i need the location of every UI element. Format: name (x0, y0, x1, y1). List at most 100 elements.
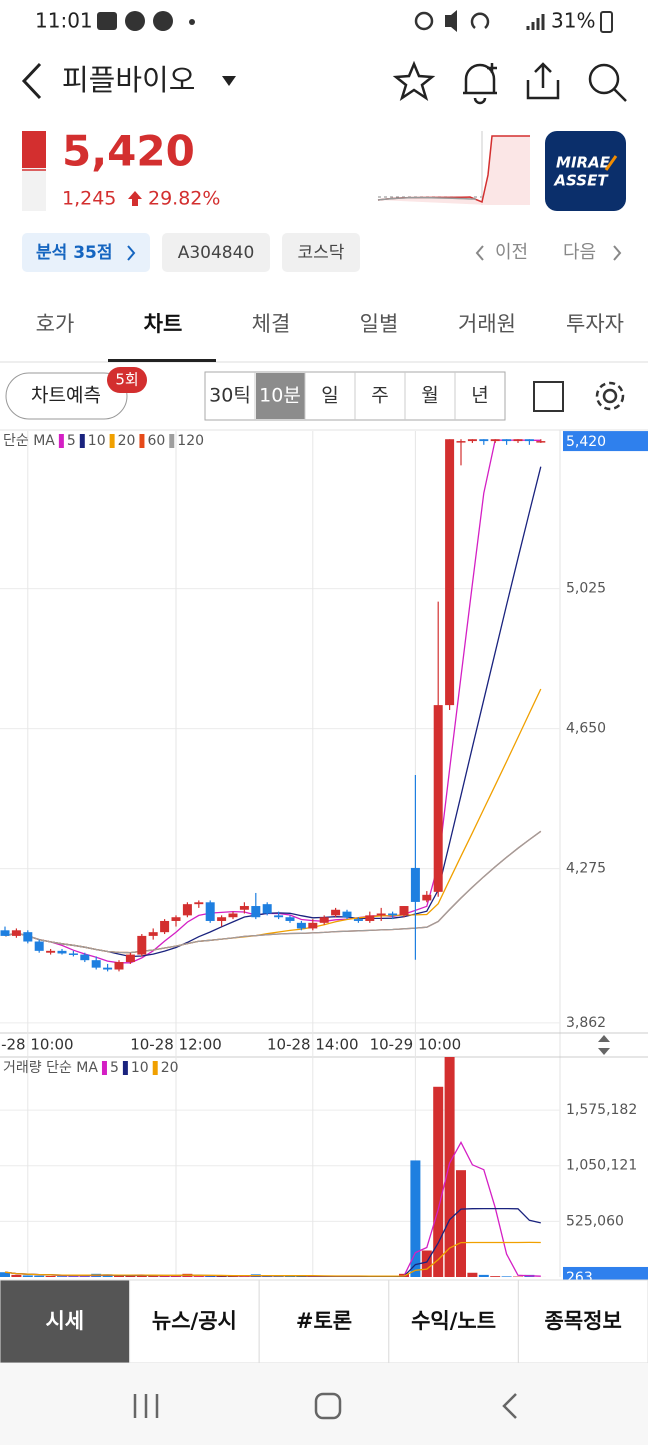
volume-bar (216, 1276, 227, 1277)
nav-label[interactable]: 종목정보 (545, 1309, 622, 1333)
legend-title: 거래량 단순 MA (3, 1060, 98, 1076)
candle-body (445, 439, 455, 706)
x-tick-label: 10-28 10:00 (0, 1036, 74, 1054)
volume-bar (513, 1276, 523, 1277)
candle-body (251, 906, 261, 918)
legend-title: 단순 MA (3, 433, 55, 449)
settings-button[interactable] (595, 381, 625, 411)
period-option[interactable]: 10분 (259, 385, 301, 407)
volume-bar (478, 1274, 489, 1277)
search-button[interactable] (588, 63, 627, 102)
period-option[interactable]: 30틱 (209, 385, 251, 407)
forecast-label[interactable]: 차트예측 (31, 385, 101, 407)
volume-bar (57, 1276, 67, 1277)
tab[interactable]: 호가 (36, 312, 75, 336)
analysis-score[interactable]: 분석 35점 (36, 243, 113, 263)
nav-label[interactable]: 뉴스/공시 (152, 1309, 237, 1333)
candle-body (433, 705, 443, 892)
volume-bar (433, 1086, 444, 1277)
prev-button[interactable]: 이전 (495, 242, 528, 263)
volume-bar (22, 1275, 33, 1277)
current-price: 5,420 (62, 127, 195, 176)
nav-label[interactable]: 시세 (45, 1309, 84, 1333)
nav-cell[interactable] (0, 1279, 131, 1364)
period-option[interactable]: 일 (321, 385, 338, 407)
home-button[interactable] (314, 1392, 342, 1420)
volume-bar (171, 1276, 181, 1277)
nav-label[interactable]: 수익/노트 (411, 1309, 496, 1333)
y-tick-label: 1,050,121 (566, 1158, 637, 1174)
volume-bar (193, 1276, 204, 1277)
tab[interactable]: 일별 (360, 312, 399, 336)
dropdown-arrow[interactable] (222, 76, 236, 86)
candle-body (125, 954, 135, 963)
analysis-tag[interactable] (22, 233, 150, 272)
y-tick-label: 1,575,182 (566, 1102, 637, 1118)
x-tick-label: 10-28 12:00 (130, 1036, 222, 1054)
candle-body (68, 953, 78, 955)
nav-cell[interactable] (517, 1279, 648, 1364)
candle-body (365, 915, 375, 921)
layout-button[interactable] (533, 381, 564, 412)
nav-cell[interactable] (388, 1279, 519, 1364)
candle-body (399, 906, 409, 916)
volume-bar (535, 1276, 546, 1277)
logo-text: ASSET (553, 172, 609, 190)
candle-body (46, 950, 56, 953)
period-option[interactable]: 년 (471, 385, 488, 407)
period-selector: 30틱 10분 일 주 월 년 (204, 371, 506, 421)
volume-bar (205, 1276, 216, 1277)
share-button[interactable] (526, 62, 560, 100)
back-button[interactable] (21, 62, 42, 100)
volume-bar (11, 1274, 22, 1277)
next-button[interactable]: 다음 (563, 242, 596, 263)
volume-bar (45, 1275, 56, 1277)
nav-cell[interactable] (129, 1279, 260, 1364)
candle-body (80, 954, 90, 961)
forecast-button[interactable] (5, 372, 128, 420)
favorite-button[interactable] (392, 60, 436, 101)
candle-body (536, 441, 546, 443)
candle-body (182, 904, 192, 916)
legend-swatch (101, 1061, 107, 1075)
logo-accent (604, 155, 618, 171)
recents-button[interactable] (133, 1394, 159, 1418)
candle-body (34, 941, 44, 951)
ma-line (4, 439, 541, 964)
volume-bar (148, 1276, 159, 1277)
tab[interactable]: 체결 (252, 312, 291, 336)
candle-body (353, 919, 363, 921)
nav-cell[interactable] (258, 1279, 390, 1364)
tab[interactable]: 차트 (144, 312, 183, 336)
period-option[interactable]: 월 (421, 385, 438, 407)
candle-body (217, 917, 227, 921)
stock-title[interactable]: 피플바이오 (62, 63, 195, 97)
tab[interactable]: 투자자 (566, 312, 624, 336)
prev-arrow[interactable] (475, 245, 484, 261)
broker-logo (545, 131, 626, 211)
clock: 11:01 (35, 9, 93, 33)
legend-swatch (58, 434, 64, 448)
period-option[interactable]: 주 (371, 385, 388, 407)
ma-line (4, 830, 542, 954)
volume-bar (125, 1275, 136, 1277)
tab[interactable]: 거래원 (458, 312, 516, 336)
legend-label: 5 (67, 433, 76, 449)
y-tick-label: 3,862 (566, 1015, 606, 1031)
back-nav-button[interactable] (502, 1393, 517, 1419)
alert-button[interactable] (463, 63, 497, 105)
price-change-rate: 29.82% (148, 188, 220, 210)
x-tick-label: 10-29 10:00 (370, 1036, 462, 1054)
candle-body (11, 930, 21, 936)
next-arrow[interactable] (613, 245, 622, 261)
candles (0, 439, 546, 972)
resize-handle[interactable] (598, 1035, 610, 1055)
candle-body (524, 439, 534, 442)
candle-body (296, 922, 306, 929)
legend-swatch (169, 434, 175, 448)
y-tick-label: 525,060 (566, 1213, 624, 1229)
candle-body (513, 439, 523, 442)
legend-swatch (122, 1061, 128, 1075)
volume-bar (34, 1275, 45, 1277)
nav-label[interactable]: #토론 (296, 1309, 352, 1333)
